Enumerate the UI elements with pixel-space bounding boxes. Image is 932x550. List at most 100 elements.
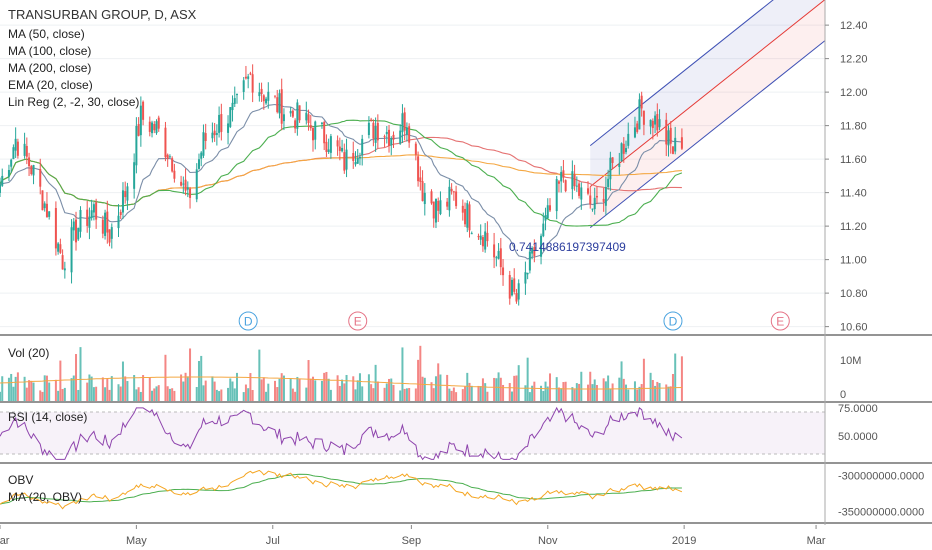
- volume-bar: [464, 386, 467, 401]
- volume-bar: [258, 349, 261, 401]
- volume-bar: [636, 389, 639, 401]
- study-ma50-label[interactable]: MA (50, close): [8, 27, 85, 41]
- volume-bar: [307, 360, 310, 401]
- candle-body: [434, 198, 437, 223]
- candle-body: [376, 122, 379, 141]
- volume-bar: [493, 377, 496, 401]
- volume-bar: [70, 378, 73, 401]
- volume-pane[interactable]: [0, 345, 683, 401]
- candle-body: [479, 235, 482, 240]
- rsi-label[interactable]: RSI (14, close): [8, 410, 88, 424]
- volume-label[interactable]: Vol (20): [8, 346, 50, 360]
- obv-pane[interactable]: [0, 469, 683, 510]
- y-tick-label: 12.40: [840, 20, 868, 32]
- candle-body: [90, 210, 93, 218]
- candle-body: [528, 251, 531, 271]
- volume-bar: [466, 372, 469, 401]
- candle-body: [578, 183, 581, 196]
- volume-bar: [180, 374, 183, 401]
- candle-body: [461, 205, 464, 213]
- obv-tick-label: -300000000.0000: [838, 471, 924, 483]
- candle-body: [497, 250, 500, 259]
- volume-bar: [171, 388, 174, 401]
- volume-bar: [374, 364, 377, 401]
- candle-body: [305, 112, 308, 121]
- x-tick-label: May: [126, 535, 147, 547]
- earnings-marker: [770, 311, 790, 331]
- candle-body: [75, 219, 78, 243]
- volume-bar: [461, 389, 464, 401]
- candle-body: [16, 141, 19, 156]
- candle-body: [611, 157, 614, 163]
- candle-body: [180, 181, 183, 186]
- candle-body: [307, 114, 310, 123]
- candle-body: [575, 185, 578, 187]
- volume-bar: [513, 375, 516, 401]
- volume-bar: [419, 345, 422, 401]
- volume-tick-label: 10M: [840, 355, 861, 367]
- volume-bar: [276, 387, 279, 401]
- candle-body: [211, 132, 214, 139]
- candle-body: [560, 171, 563, 182]
- study-ema20-label[interactable]: EMA (20, close): [8, 78, 93, 92]
- study-linreg-label[interactable]: Lin Reg (2, -2, 30, close): [8, 95, 140, 109]
- volume-bar: [508, 383, 511, 401]
- volume-bar: [620, 361, 623, 401]
- candle-body: [667, 130, 670, 146]
- volume-bar: [399, 390, 402, 401]
- candle-body: [607, 178, 610, 188]
- candle-body: [157, 117, 160, 129]
- volume-bar: [470, 385, 473, 401]
- candle-body: [168, 156, 171, 158]
- candle-body: [622, 143, 625, 154]
- candle-body: [546, 205, 549, 219]
- candle-body: [164, 127, 167, 158]
- candle-body: [367, 122, 370, 136]
- volume-bar: [63, 387, 66, 401]
- rsi-pane[interactable]: [0, 406, 825, 461]
- candle-body: [562, 170, 565, 178]
- volume-bar: [323, 372, 326, 401]
- volume-bar: [484, 383, 487, 401]
- volume-bar: [669, 386, 672, 401]
- candle-body: [200, 152, 203, 159]
- candle-body: [220, 114, 223, 132]
- study-ma200-label[interactable]: MA (200, close): [8, 61, 92, 75]
- obv-label[interactable]: OBV: [8, 473, 34, 487]
- candle-body: [30, 166, 33, 174]
- candle-body: [654, 115, 657, 125]
- volume-bar: [421, 376, 424, 401]
- study-ma100-label[interactable]: MA (100, close): [8, 44, 92, 58]
- candle-body: [625, 148, 628, 153]
- candle-body: [233, 98, 236, 104]
- candle-body: [121, 190, 124, 213]
- volume-bar: [235, 372, 238, 401]
- obv-ma-label[interactable]: MA (20, OBV): [8, 490, 83, 504]
- y-tick-label: 10.80: [840, 288, 868, 300]
- volume-bar: [549, 373, 551, 401]
- volume-bar: [638, 386, 641, 401]
- candle-body: [1, 175, 4, 186]
- volume-bar: [14, 376, 17, 401]
- volume-bar: [95, 386, 98, 401]
- rsi-tick-label: 75.0000: [838, 403, 878, 415]
- volume-bar: [591, 384, 594, 401]
- x-tick-label: Mar: [0, 535, 10, 547]
- volume-bar: [296, 376, 299, 401]
- candle-body: [540, 235, 543, 257]
- volume-bar: [39, 390, 42, 401]
- volume-bar: [367, 374, 370, 401]
- candle-body: [627, 133, 630, 146]
- volume-bar: [533, 381, 536, 401]
- volume-bar: [358, 373, 361, 401]
- volume-bar: [383, 387, 386, 401]
- volume-bar: [674, 353, 677, 401]
- volume-bar: [126, 381, 129, 401]
- volume-bar: [204, 380, 207, 401]
- candle-body: [227, 123, 230, 133]
- volume-bar: [562, 382, 565, 401]
- candle-body: [278, 93, 281, 114]
- volume-bar: [148, 377, 151, 401]
- candle-body: [352, 152, 355, 161]
